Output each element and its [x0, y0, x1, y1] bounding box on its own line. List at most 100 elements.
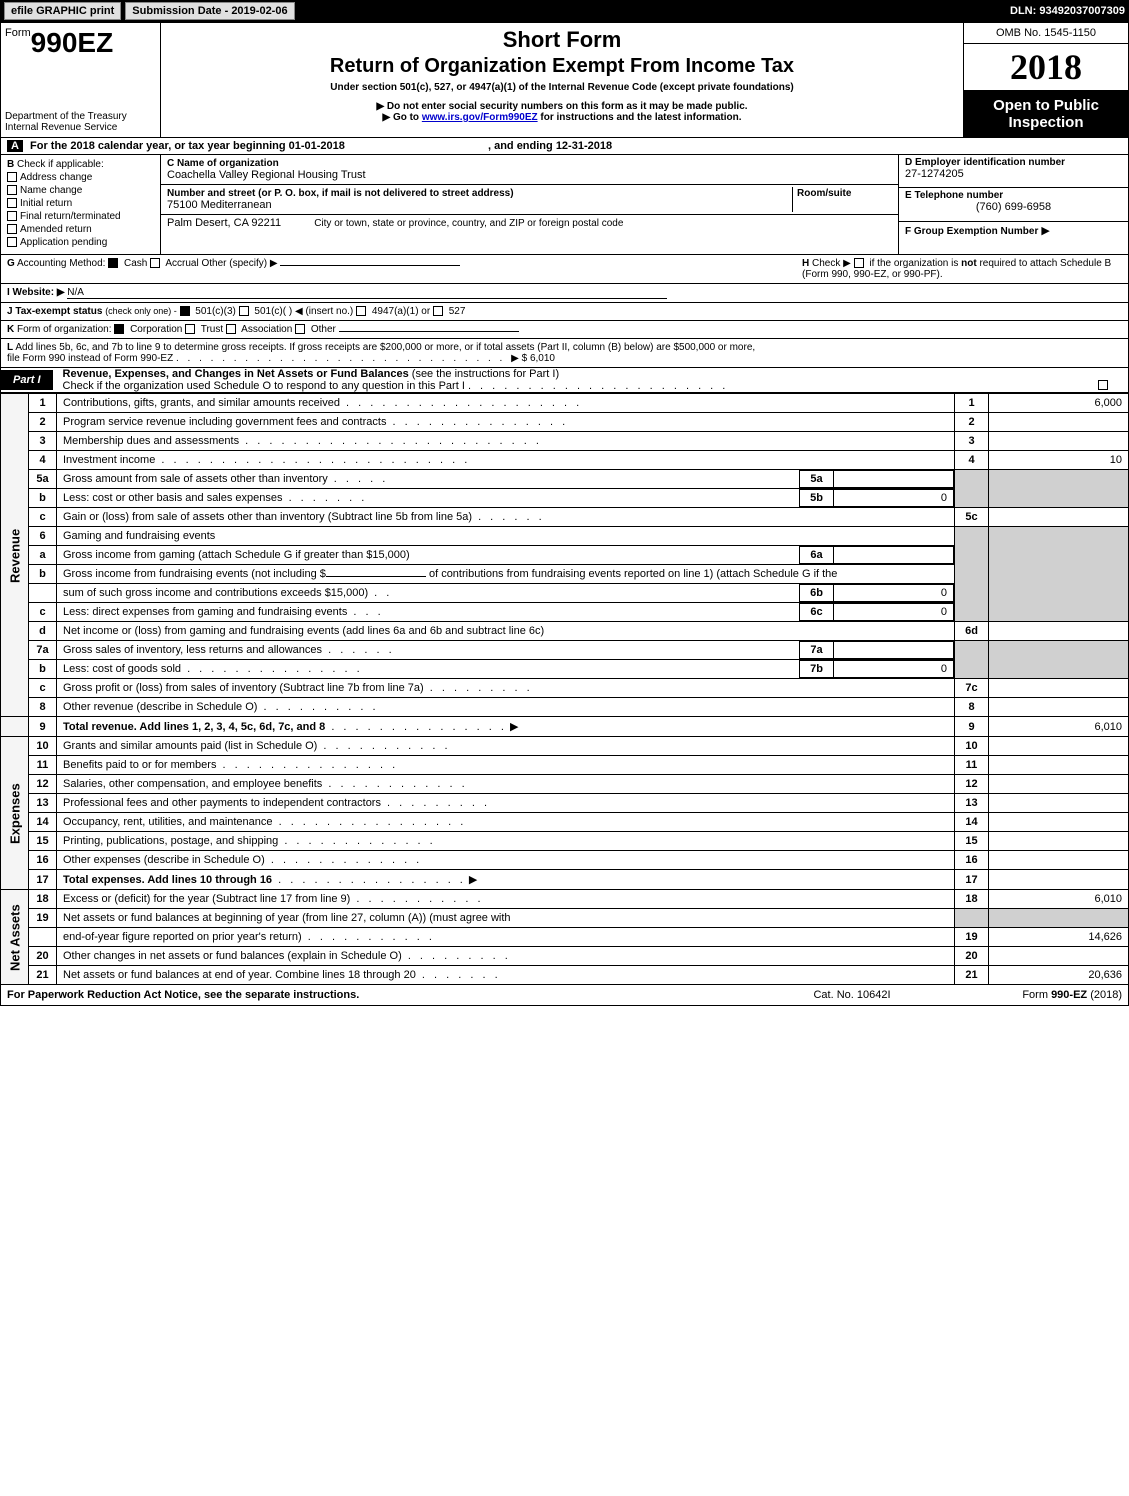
corporation-checkbox[interactable]	[114, 324, 124, 334]
table-row: 19Net assets or fund balances at beginni…	[1, 909, 1129, 928]
org-city: Palm Desert, CA 92211	[167, 217, 281, 229]
table-row: 17Total expenses. Add lines 10 through 1…	[1, 870, 1129, 890]
schedule-o-checkbox[interactable]	[1098, 380, 1108, 390]
line-18-amount: 6,010	[989, 890, 1129, 909]
table-row: end-of-year figure reported on prior yea…	[1, 928, 1129, 947]
4947-checkbox[interactable]	[356, 306, 366, 316]
table-row: 11Benefits paid to or for members . . . …	[1, 756, 1129, 775]
table-row: dNet income or (loss) from gaming and fu…	[1, 622, 1129, 641]
org-info-block: B Check if applicable: Address change Na…	[0, 155, 1129, 255]
org-name: Coachella Valley Regional Housing Trust	[167, 169, 366, 181]
table-row: 13Professional fees and other payments t…	[1, 794, 1129, 813]
tax-year: 2018	[964, 44, 1128, 91]
table-row: 16Other expenses (describe in Schedule O…	[1, 851, 1129, 870]
dln-label: DLN: 93492037007309	[1010, 5, 1125, 17]
table-row: 20Other changes in net assets or fund ba…	[1, 947, 1129, 966]
table-row: 14Occupancy, rent, utilities, and mainte…	[1, 813, 1129, 832]
trust-checkbox[interactable]	[185, 324, 195, 334]
right-info: D Employer identification number 27-1274…	[898, 155, 1128, 254]
table-row: 9Total revenue. Add lines 1, 2, 3, 4, 5c…	[1, 717, 1129, 737]
subtitle-3: ▶ Go to www.irs.gov/Form990EZ for instru…	[169, 112, 955, 123]
association-checkbox[interactable]	[226, 324, 236, 334]
footer-center: Cat. No. 10642I	[762, 989, 942, 1001]
footer-right: Form 990-EZ (2018)	[942, 989, 1122, 1001]
table-row: 4Investment income . . . . . . . . . . .…	[1, 451, 1129, 470]
schedule-b-checkbox[interactable]	[854, 258, 864, 268]
part-1-header: Part I Revenue, Expenses, and Changes in…	[0, 368, 1129, 393]
check-if-applicable: B Check if applicable: Address change Na…	[1, 155, 161, 254]
subtitle-1: Under section 501(c), 527, or 4947(a)(1)…	[169, 82, 955, 93]
line-5b-value: 0	[834, 490, 954, 507]
application-pending-checkbox[interactable]	[7, 237, 17, 247]
header-left: Form990EZ Department of the Treasury Int…	[1, 23, 161, 137]
table-row: 5a Gross amount from sale of assets othe…	[1, 470, 1129, 489]
open-to-public: Open to Public Inspection	[964, 91, 1128, 137]
table-row: 12Salaries, other compensation, and empl…	[1, 775, 1129, 794]
name-change-checkbox[interactable]	[7, 185, 17, 195]
line-6c-value: 0	[834, 604, 954, 621]
part-1-table: Revenue 1 Contributions, gifts, grants, …	[0, 393, 1129, 985]
other-org-checkbox[interactable]	[295, 324, 305, 334]
submission-date-button[interactable]: Submission Date - 2019-02-06	[125, 2, 294, 20]
dept-treasury: Department of the Treasury Internal Reve…	[5, 111, 156, 133]
address-change-checkbox[interactable]	[7, 172, 17, 182]
footer-left: For Paperwork Reduction Act Notice, see …	[7, 989, 762, 1001]
501c-checkbox[interactable]	[239, 306, 249, 316]
table-row: 3Membership dues and assessments . . . .…	[1, 432, 1129, 451]
omb-number: OMB No. 1545-1150	[964, 23, 1128, 44]
527-checkbox[interactable]	[433, 306, 443, 316]
row-i-website: I Website: ▶ N/A	[0, 284, 1129, 303]
short-form-title: Short Form	[169, 27, 955, 53]
line-1-amount: 6,000	[989, 394, 1129, 413]
line-21-amount: 20,636	[989, 966, 1129, 985]
table-row: 15Printing, publications, postage, and s…	[1, 832, 1129, 851]
line-7b-value: 0	[834, 661, 954, 678]
table-row: Revenue 1 Contributions, gifts, grants, …	[1, 394, 1129, 413]
501c3-checkbox[interactable]	[180, 306, 190, 316]
table-row: cGross profit or (loss) from sales of in…	[1, 679, 1129, 698]
table-row: 21Net assets or fund balances at end of …	[1, 966, 1129, 985]
page-footer: For Paperwork Reduction Act Notice, see …	[0, 985, 1129, 1006]
other-specify-input[interactable]	[280, 265, 460, 266]
final-return-checkbox[interactable]	[7, 211, 17, 221]
row-l-gross-receipts: L Add lines 5b, 6c, and 7b to line 9 to …	[0, 339, 1129, 368]
line-4-amount: 10	[989, 451, 1129, 470]
revenue-side-label: Revenue	[1, 394, 29, 717]
line-6b-value: 0	[834, 585, 954, 602]
header-right: OMB No. 1545-1150 2018 Open to Public In…	[963, 23, 1128, 137]
header-title-block: Short Form Return of Organization Exempt…	[161, 23, 963, 137]
main-title: Return of Organization Exempt From Incom…	[169, 55, 955, 78]
cash-checkbox[interactable]	[108, 258, 118, 268]
netassets-side-label: Net Assets	[1, 890, 29, 985]
table-row: 8Other revenue (describe in Schedule O) …	[1, 698, 1129, 717]
row-a-tax-year: A For the 2018 calendar year, or tax yea…	[0, 138, 1129, 155]
form-number: Form990EZ	[5, 27, 156, 59]
website-value: N/A	[67, 287, 667, 299]
other-org-input[interactable]	[339, 331, 519, 332]
accrual-checkbox[interactable]	[150, 258, 160, 268]
telephone: (760) 699-6958	[905, 201, 1122, 213]
ein: 27-1274205	[905, 168, 1122, 180]
efile-button[interactable]: efile GRAPHIC print	[4, 2, 121, 20]
line-19-amount: 14,626	[989, 928, 1129, 947]
table-row: cGain or (loss) from sale of assets othe…	[1, 508, 1129, 527]
amended-return-checkbox[interactable]	[7, 224, 17, 234]
line-9-amount: 6,010	[989, 717, 1129, 737]
row-k-form-org: K Form of organization: Corporation Trus…	[0, 321, 1129, 339]
org-details: C Name of organization Coachella Valley …	[161, 155, 898, 254]
row-j-tax-exempt: J Tax-exempt status (check only one) - 5…	[0, 303, 1129, 321]
table-row: 2Program service revenue including gover…	[1, 413, 1129, 432]
gross-receipts-amount: 6,010	[530, 353, 555, 364]
subtitle-2: ▶ Do not enter social security numbers o…	[169, 101, 955, 112]
table-row: Net Assets 18Excess or (deficit) for the…	[1, 890, 1129, 909]
table-row: Expenses 10Grants and similar amounts pa…	[1, 737, 1129, 756]
table-row: 6Gaming and fundraising events	[1, 527, 1129, 546]
6b-contrib-input[interactable]	[326, 576, 426, 577]
row-g-h: G Accounting Method: Cash Accrual Other …	[0, 255, 1129, 284]
initial-return-checkbox[interactable]	[7, 198, 17, 208]
form-header: Form990EZ Department of the Treasury Int…	[0, 22, 1129, 138]
irs-link[interactable]: www.irs.gov/Form990EZ	[422, 112, 538, 123]
expenses-side-label: Expenses	[1, 737, 29, 890]
table-row: 7a Gross sales of inventory, less return…	[1, 641, 1129, 660]
top-bar: efile GRAPHIC print Submission Date - 20…	[0, 0, 1129, 22]
